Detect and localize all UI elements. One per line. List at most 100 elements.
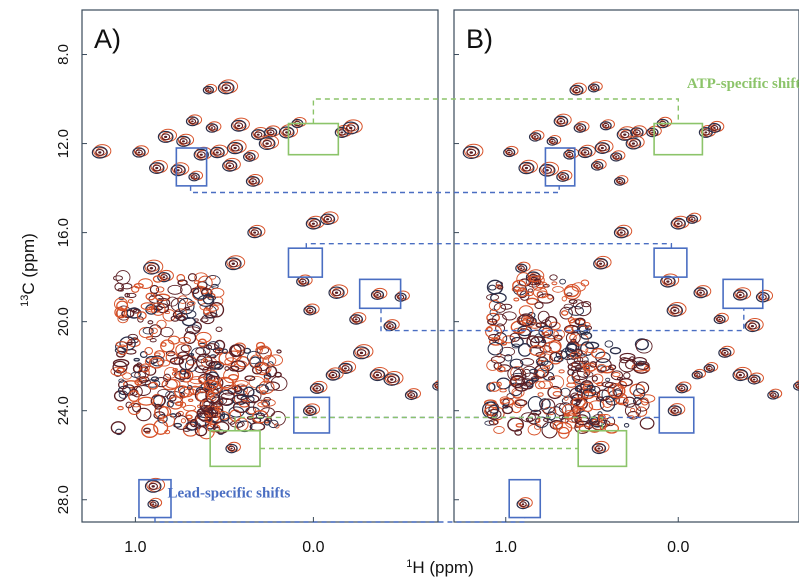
peak (718, 345, 735, 358)
peak (224, 255, 246, 271)
peak (230, 117, 250, 132)
lead-highlight-box (658, 396, 695, 434)
atp-highlight-box (209, 429, 261, 468)
lead-shift-connector (189, 185, 560, 194)
peak (258, 134, 280, 150)
dense-contour-region (561, 338, 656, 434)
peak (613, 224, 633, 239)
peak (147, 497, 163, 509)
peak (205, 121, 222, 133)
peak (320, 211, 339, 226)
peak (713, 312, 729, 325)
peak (170, 162, 190, 177)
peak (691, 368, 706, 380)
peak (573, 121, 590, 133)
peak (693, 285, 712, 299)
peak (546, 134, 562, 146)
dense-contour-region (481, 272, 595, 439)
peak (686, 212, 702, 224)
peak (707, 120, 725, 134)
peak (176, 133, 195, 147)
peak (747, 372, 764, 385)
lead-shifts-annotation: Lead-specific shifts (167, 486, 290, 502)
peak (188, 170, 204, 182)
lead-highlight-box (175, 147, 208, 187)
peak (157, 128, 178, 143)
peak (149, 159, 168, 174)
y-tick-label: 16.0 (55, 218, 72, 247)
x-axis-title-text: H (ppm) (412, 558, 473, 577)
peak (462, 143, 484, 160)
lead-shift-connector (305, 242, 673, 249)
peak (744, 317, 764, 333)
peak (91, 144, 112, 159)
peak (227, 139, 247, 155)
peak (222, 157, 241, 172)
lead-highlight-box (138, 478, 172, 519)
x-tick-label: 1.0 (124, 539, 146, 556)
peak (370, 287, 388, 301)
y-tick-label: 12.0 (55, 129, 72, 158)
peak (556, 169, 573, 182)
atp-highlight-box (287, 122, 340, 156)
peak (625, 135, 645, 150)
peak (309, 380, 328, 394)
x-tick-label: 1.0 (495, 539, 517, 556)
y-axis-title: 13C (ppm) (19, 233, 38, 307)
peak (242, 150, 259, 162)
peak (675, 381, 692, 394)
peak (670, 215, 690, 230)
peak (432, 380, 438, 391)
peak (144, 477, 166, 493)
peak (515, 261, 531, 273)
panel-a-peaks (91, 79, 438, 509)
lead-highlight-box (508, 478, 542, 519)
panel-b-label: B) (466, 24, 493, 54)
panel-a-label: A) (94, 24, 121, 54)
panel-a: A) (81, 9, 439, 523)
peak (328, 284, 349, 299)
peak (732, 366, 752, 382)
peak (528, 130, 545, 142)
axes: 8.0 12.0 16.0 20.0 24.0 28.0 1.0 1.0 0.0 0.0 (55, 44, 689, 556)
peak (599, 119, 615, 131)
peak (538, 161, 560, 177)
y-tick-label: 28.0 (55, 485, 72, 514)
atp-shifts-annotation: ATP-specific shifts (687, 76, 799, 92)
peak (202, 83, 218, 95)
y-tick-label: 24.0 (55, 396, 72, 425)
peak (667, 403, 686, 417)
peak (610, 150, 626, 162)
atp-highlight-box (653, 122, 704, 156)
peak (185, 114, 203, 127)
lead-highlight-box (722, 278, 764, 310)
peak (132, 145, 150, 158)
x-tick-label: 0.0 (667, 539, 689, 556)
peak (503, 145, 519, 158)
y-tick-label: 20.0 (55, 307, 72, 336)
lead-highlight-box (287, 247, 324, 278)
peak (245, 173, 264, 187)
y-axis-title-text: C (ppm) (19, 233, 38, 294)
atp-shift-connector (234, 416, 604, 431)
peak (577, 144, 596, 159)
peak (703, 362, 719, 373)
peak (217, 79, 239, 95)
peak (732, 287, 752, 301)
lead-highlight-box (653, 247, 688, 278)
peak (383, 371, 404, 386)
x-axis-title: 1H (ppm) (406, 558, 474, 577)
y-axis-title-isotope: 13 (19, 295, 31, 307)
peak (591, 440, 610, 455)
x-axis-title-isotope: 1 (406, 558, 412, 570)
lead-shift-connector (380, 308, 745, 332)
peak (594, 139, 614, 154)
peak (209, 144, 229, 159)
peak (590, 159, 607, 171)
peak (143, 259, 164, 275)
peak (666, 302, 687, 317)
dense-contour-region (194, 341, 288, 434)
y-tick-label: 8.0 (55, 44, 72, 65)
annotation-overlay: ATP-specific shifts Lead-specific shifts (138, 76, 799, 523)
